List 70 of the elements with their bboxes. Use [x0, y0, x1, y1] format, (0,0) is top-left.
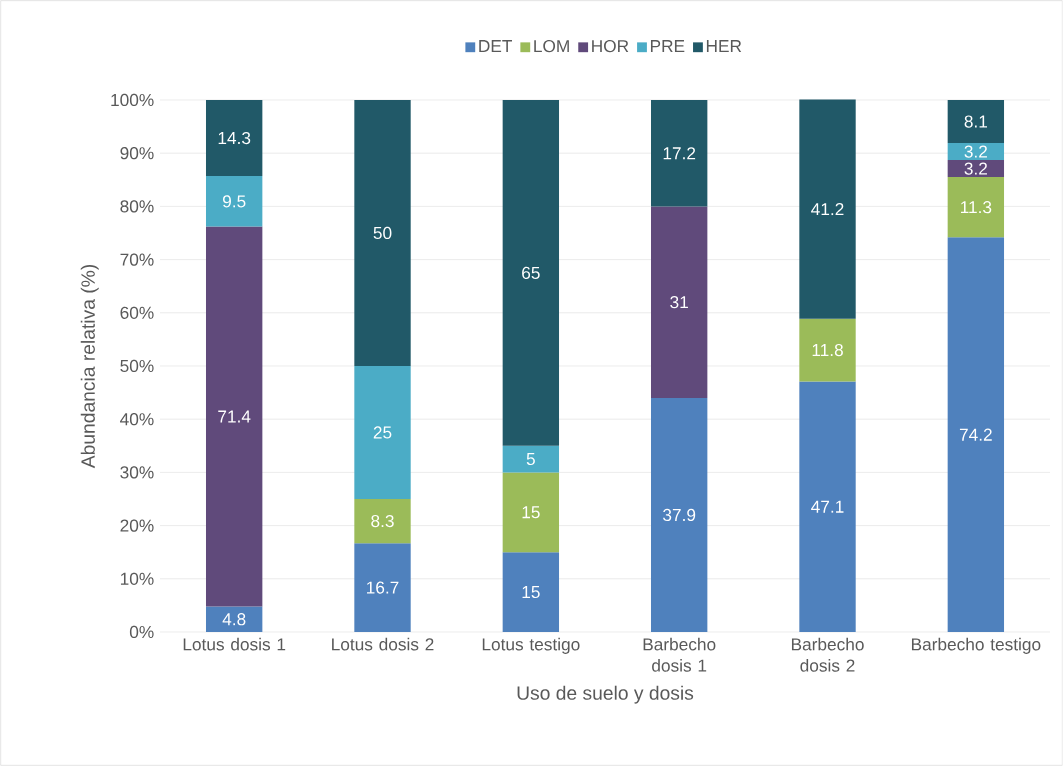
y-tick-label: 80%	[120, 200, 154, 213]
data-label: 9.5	[222, 195, 246, 208]
data-label: 71.4	[218, 410, 251, 423]
bar	[205, 606, 263, 632]
bar	[205, 99, 263, 177]
y-axis-title: Abundancia relativa (%)	[80, 264, 99, 469]
bar	[651, 397, 708, 632]
y-tick-label: 60%	[120, 306, 154, 319]
annotation: 17.2	[663, 147, 696, 160]
y-tick-label: 100%	[111, 93, 154, 107]
data-label: 3.2	[964, 162, 987, 175]
x-tick-label: Lotus dosis 1	[183, 637, 286, 651]
x-tick-label: Barbecho dosis 2	[791, 637, 864, 672]
legend-label: PRE	[650, 40, 685, 52]
bar	[354, 543, 411, 632]
x-tick-label: Barbecho testigo	[911, 637, 1041, 654]
x-tick-label: Lotus testigo	[482, 637, 580, 654]
bar	[502, 445, 560, 473]
data-label: 16.7	[367, 581, 399, 594]
data-label: 50	[373, 226, 392, 240]
bar	[205, 226, 263, 607]
data-label: 3.2	[964, 145, 987, 158]
bar	[651, 206, 708, 398]
y-tick-label: 70%	[120, 253, 154, 266]
bar	[947, 177, 1005, 238]
bar	[354, 365, 411, 499]
bar	[651, 99, 708, 207]
data-label: 11.8	[812, 343, 843, 357]
data-label: 11.3	[961, 201, 992, 214]
annotation: 31	[670, 296, 688, 309]
data-label: 15	[522, 506, 540, 519]
legend-label: HOR	[592, 40, 629, 53]
annotation: 37.9	[663, 508, 696, 522]
y-tick-label: 0%	[129, 625, 154, 639]
bar	[799, 381, 856, 632]
data-label: 5	[526, 453, 535, 466]
bar	[799, 318, 856, 382]
data-label: 15	[522, 586, 540, 599]
data-label: 41.2	[811, 203, 844, 216]
bar	[799, 99, 856, 319]
y-tick-label: 30%	[120, 466, 154, 479]
x-axis-title: Uso de suelo y dosis	[517, 685, 694, 704]
y-tick-label: 20%	[120, 519, 154, 532]
bar	[354, 99, 411, 366]
bar	[947, 99, 1005, 144]
bar	[947, 237, 1005, 632]
bar	[502, 552, 560, 632]
bar	[354, 498, 411, 544]
bar	[947, 143, 1005, 161]
y-tick-label: 50%	[120, 359, 154, 373]
y-tick-label: 10%	[120, 572, 154, 585]
x-tick-label: Barbecho dosis 1	[643, 637, 716, 672]
data-label: 74.2	[959, 428, 992, 441]
data-label: 25	[373, 426, 392, 439]
bar	[947, 160, 1005, 178]
bar	[205, 176, 263, 227]
data-label: 14.3	[218, 131, 251, 145]
data-label: 47.1	[811, 500, 844, 513]
bar	[502, 99, 560, 446]
y-tick-label: 40%	[120, 413, 154, 426]
y-tick-label: 90%	[120, 147, 154, 160]
data-label: 65	[522, 266, 540, 279]
x-tick-label: Lotus dosis 2	[332, 637, 434, 651]
bar	[502, 472, 560, 553]
legend-label: DET	[479, 40, 512, 52]
legend-label: LOM	[534, 40, 569, 53]
legend-label: HER	[706, 40, 742, 52]
data-label: 8.1	[964, 115, 988, 128]
data-label: 8.3	[371, 514, 394, 528]
data-label: 4.8	[222, 613, 246, 626]
